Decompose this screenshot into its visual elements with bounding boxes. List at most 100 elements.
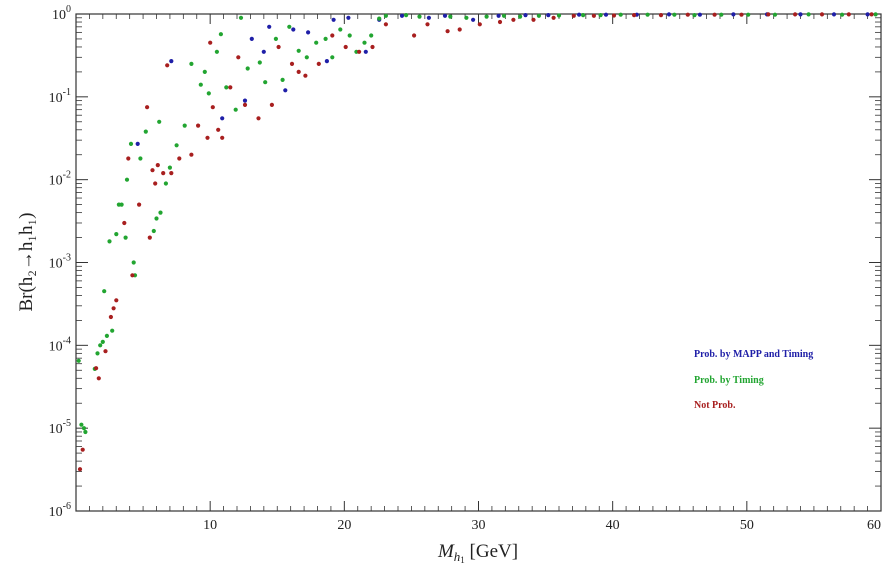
point-not-prob — [276, 44, 281, 50]
point-mapp-timing — [169, 59, 174, 64]
point-not-prob — [80, 447, 85, 452]
point-timing — [76, 358, 81, 363]
point-not-prob — [497, 19, 503, 25]
point-timing — [83, 429, 88, 435]
x-tick-label: 30 — [472, 518, 486, 533]
point-mapp-timing — [267, 24, 272, 29]
point-mapp-timing — [331, 17, 336, 22]
point-mapp-timing — [283, 88, 288, 93]
point-not-prob — [511, 17, 516, 22]
point-mapp-timing — [220, 116, 225, 121]
legend-item-not-prob: Not Prob. — [694, 400, 736, 411]
point-timing — [672, 12, 677, 17]
point-timing — [174, 143, 179, 148]
point-not-prob — [370, 44, 375, 50]
x-axis-label: Mh1 [GeV] — [437, 541, 518, 565]
point-mapp-timing — [666, 12, 672, 17]
point-timing — [198, 82, 203, 87]
point-mapp-timing — [363, 49, 368, 54]
point-timing — [158, 210, 163, 215]
y-axis-label: Br(h₂→h₁h₁) — [16, 212, 37, 311]
point-timing — [330, 55, 335, 60]
point-mapp-timing — [242, 98, 248, 103]
point-timing — [581, 13, 586, 18]
point-not-prob — [766, 12, 771, 17]
point-not-prob — [130, 273, 135, 278]
point-not-prob — [150, 168, 155, 173]
point-timing — [138, 156, 143, 161]
point-timing — [377, 16, 382, 21]
point-not-prob — [343, 44, 348, 50]
point-timing — [719, 12, 724, 17]
point-timing — [383, 13, 388, 18]
point-timing — [124, 177, 130, 182]
x-axis: 10 20 30 40 50 60 — [203, 14, 882, 533]
point-timing — [404, 13, 409, 18]
point-not-prob — [712, 12, 717, 17]
point-not-prob — [477, 22, 482, 27]
x-label-sub: h — [454, 549, 461, 564]
point-timing — [772, 12, 778, 17]
point-mapp-timing — [603, 12, 609, 17]
point-not-prob — [122, 220, 127, 226]
point-mapp-timing — [546, 13, 551, 18]
point-timing — [323, 36, 328, 42]
point-timing — [692, 13, 697, 18]
point-not-prob — [269, 102, 274, 107]
point-timing — [189, 61, 194, 66]
point-not-prob — [869, 12, 874, 17]
point-not-prob — [165, 63, 170, 68]
point-timing — [806, 12, 811, 17]
point-timing — [206, 91, 211, 96]
point-not-prob — [208, 40, 213, 45]
x-tick-label: 20 — [337, 518, 351, 533]
point-not-prob — [412, 33, 417, 38]
legend-item-timing: Prob. by Timing — [694, 375, 764, 386]
point-timing — [128, 141, 134, 146]
point-timing — [79, 422, 84, 427]
point-timing — [123, 235, 128, 240]
point-not-prob — [658, 13, 664, 18]
point-not-prob — [108, 314, 113, 320]
point-mapp-timing — [261, 49, 266, 54]
point-not-prob — [216, 127, 221, 132]
point-mapp-timing — [496, 13, 501, 18]
point-not-prob — [177, 156, 182, 161]
point-not-prob — [169, 171, 174, 176]
point-not-prob — [126, 156, 131, 161]
point-timing — [257, 60, 262, 65]
point-not-prob — [611, 13, 617, 18]
point-mapp-timing — [577, 12, 582, 17]
point-timing — [536, 13, 542, 18]
x-label-unit: [GeV] — [465, 541, 518, 562]
x-label-main: M — [437, 541, 455, 562]
point-not-prob — [632, 13, 637, 18]
data-points — [76, 12, 878, 472]
point-timing — [287, 24, 292, 29]
point-not-prob — [289, 61, 295, 66]
point-timing — [746, 12, 751, 17]
x-tick-label: 40 — [606, 518, 620, 533]
point-mapp-timing — [291, 27, 296, 32]
point-timing — [618, 12, 623, 17]
point-timing — [556, 13, 562, 18]
point-timing — [314, 40, 319, 45]
point-timing — [296, 48, 301, 53]
y-tick-label: 10-1 — [49, 87, 71, 106]
point-timing — [518, 14, 523, 19]
point-timing — [501, 13, 507, 18]
point-timing — [233, 107, 238, 112]
legend: Prob. by MAPP and Timing Prob. by Timing… — [694, 349, 813, 411]
point-timing — [119, 202, 124, 207]
point-timing — [98, 343, 103, 348]
y-tick-label: 10-6 — [49, 501, 71, 520]
point-not-prob — [111, 306, 116, 311]
point-not-prob — [383, 22, 388, 27]
point-timing — [104, 333, 109, 338]
point-not-prob — [196, 123, 201, 128]
point-not-prob — [571, 13, 576, 18]
point-not-prob — [445, 29, 450, 34]
y-tick-label: 10-5 — [49, 418, 71, 437]
x-tick-label: 50 — [740, 518, 754, 533]
